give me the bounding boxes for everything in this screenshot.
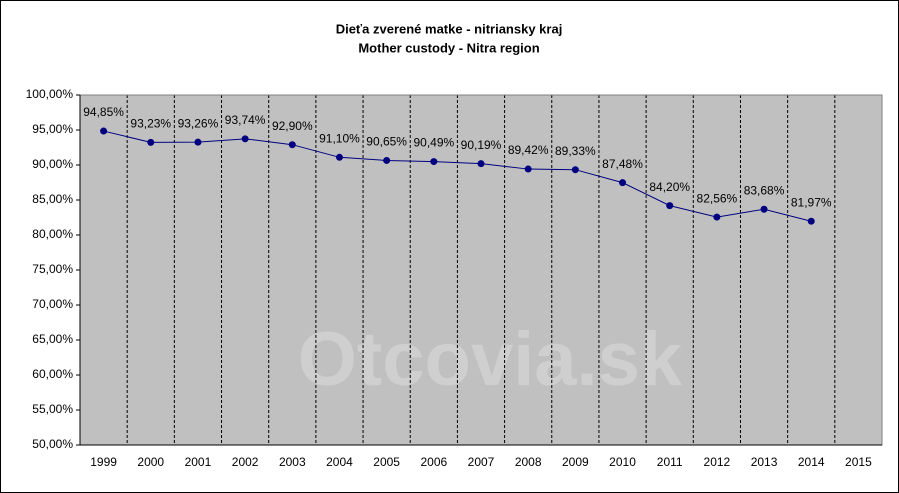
x-tick-label: 2008 — [515, 455, 542, 469]
y-tick-label: 95,00% — [32, 122, 73, 136]
y-tick-label: 90,00% — [32, 157, 73, 171]
data-label: 89,42% — [508, 143, 549, 157]
point — [571, 166, 579, 174]
data-label: 90,49% — [413, 136, 454, 150]
y-tick-label: 80,00% — [32, 227, 73, 241]
point — [335, 153, 343, 161]
point — [619, 179, 627, 187]
point — [430, 158, 438, 166]
x-tick-label: 2000 — [137, 455, 164, 469]
data-label: 82,56% — [697, 191, 738, 205]
data-label: 93,23% — [130, 117, 171, 131]
watermark: Otcovia.sk — [298, 317, 683, 402]
y-tick-label: 85,00% — [32, 192, 73, 206]
point — [100, 127, 108, 135]
data-label: 90,19% — [461, 138, 502, 152]
x-tick-label: 2003 — [279, 455, 306, 469]
x-tick-label: 2005 — [373, 455, 400, 469]
data-label: 91,10% — [319, 131, 360, 145]
x-tick-label: 2011 — [657, 455, 683, 469]
y-tick-label: 100,00% — [26, 87, 74, 101]
point — [760, 205, 768, 213]
x-tick-label: 2004 — [326, 455, 353, 469]
x-tick-label: 2014 — [798, 455, 825, 469]
x-tick-label: 2015 — [845, 455, 872, 469]
data-label: 84,20% — [649, 180, 690, 194]
chart-subtitle: Mother custody - Nitra region — [358, 40, 539, 55]
point — [288, 141, 296, 149]
data-label: 93,74% — [225, 113, 266, 127]
point — [147, 138, 155, 146]
x-tick-label: 1999 — [90, 455, 117, 469]
series-line — [103, 130, 812, 222]
x-tick-label: 2012 — [704, 455, 731, 469]
point — [524, 165, 532, 173]
x-tick-label: 2007 — [468, 455, 495, 469]
x-tick-label: 2001 — [185, 455, 212, 469]
data-label: 92,90% — [272, 119, 313, 133]
point — [194, 138, 202, 146]
y-tick-label: 60,00% — [32, 367, 73, 381]
x-tick-label: 2006 — [420, 455, 447, 469]
y-tick-label: 75,00% — [32, 262, 73, 276]
data-label: 93,26% — [178, 116, 219, 130]
x-tick-label: 2010 — [609, 455, 636, 469]
data-label: 89,33% — [555, 144, 596, 158]
plot-area — [80, 95, 882, 445]
y-tick-label: 65,00% — [32, 332, 73, 346]
x-tick-label: 2013 — [751, 455, 778, 469]
point — [807, 217, 815, 225]
data-label: 87,48% — [602, 157, 643, 171]
data-label: 94,85% — [83, 105, 124, 119]
data-label: 90,65% — [366, 135, 407, 149]
data-label: 83,68% — [744, 183, 785, 197]
y-tick-label: 50,00% — [32, 437, 73, 451]
y-tick-label: 70,00% — [32, 297, 73, 311]
point — [241, 135, 249, 143]
point — [383, 156, 391, 164]
point — [666, 202, 674, 210]
y-tick-label: 55,00% — [32, 402, 73, 416]
point — [713, 213, 721, 221]
chart-title: Dieťa zverené matke - nitriansky kraj — [336, 21, 563, 36]
data-label: 81,97% — [791, 195, 832, 209]
x-tick-label: 2009 — [562, 455, 589, 469]
point — [477, 160, 485, 168]
x-tick-label: 2002 — [232, 455, 259, 469]
